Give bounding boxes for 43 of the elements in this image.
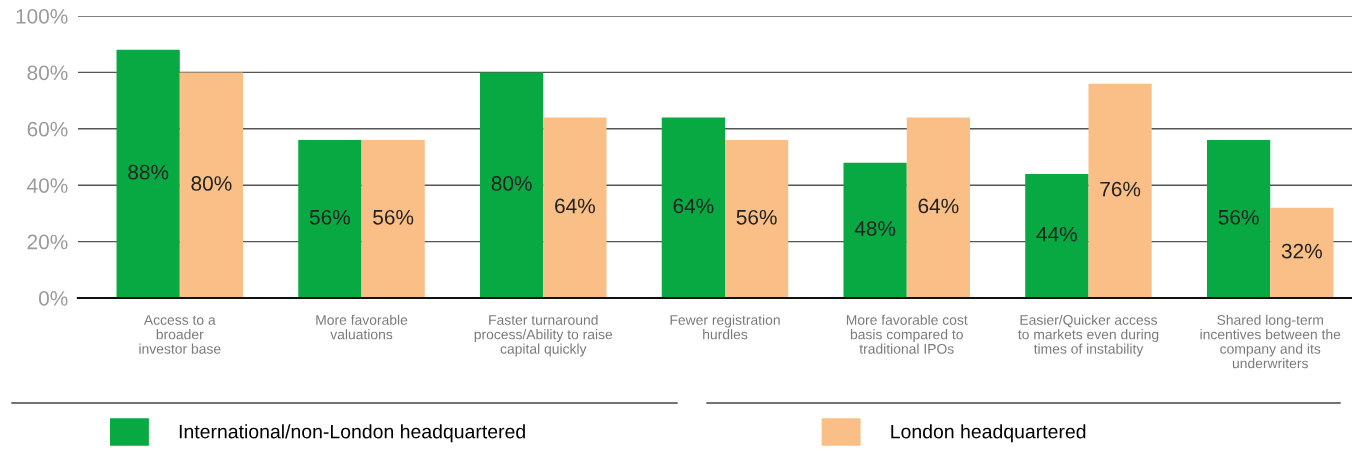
bar	[906, 117, 970, 298]
data-label: 80%	[191, 176, 232, 191]
bar	[361, 140, 425, 298]
x-tick-label: Fewer registration hurdles	[670, 314, 780, 340]
data-label: 64%	[918, 198, 959, 214]
bar	[1206, 140, 1271, 298]
data-label: 64%	[555, 198, 595, 214]
x-tick-label: More favorable cost basis compared to traditional IPOs	[846, 314, 968, 354]
bar	[843, 162, 907, 298]
bar	[1025, 173, 1089, 298]
y-tick-label: 20%	[27, 234, 68, 250]
y-tick-label: 60%	[27, 121, 68, 137]
legend-label: London headquartered	[891, 424, 1086, 443]
x-tick-label: Easier/Quicker access to markets even during times of instability	[1018, 314, 1159, 357]
x-tick-label: More favorable valuations	[316, 314, 408, 340]
data-label: 80%	[491, 176, 532, 191]
bar	[116, 49, 180, 298]
data-label: 48%	[854, 221, 896, 236]
y-tick-label: 80%	[27, 65, 68, 81]
bar	[480, 72, 544, 298]
data-label: 56%	[736, 209, 777, 225]
x-tick-label: Shared long-term incentives between the company and its underwriters	[1200, 314, 1341, 369]
bar	[1270, 207, 1334, 298]
data-label: 88%	[128, 164, 169, 180]
data-label: 64%	[673, 198, 714, 214]
x-tick-label: Faster turnaround process/Ability to raise capital quickly	[474, 314, 613, 357]
bar	[1088, 83, 1152, 298]
bar	[725, 140, 789, 298]
bar	[661, 117, 725, 298]
x-tick-label: Access to a broader investor base	[139, 315, 221, 354]
data-label: 56%	[1218, 209, 1259, 225]
bar	[298, 140, 362, 298]
bar	[543, 117, 607, 298]
data-label: 44%	[1036, 226, 1077, 242]
data-label: 56%	[309, 209, 350, 225]
y-tick-label: 100%	[16, 9, 68, 24]
data-label: 76%	[1100, 181, 1141, 197]
y-tick-label: 40%	[27, 178, 68, 193]
data-label: 32%	[1281, 243, 1322, 259]
bar	[179, 72, 244, 298]
legend-label: International/non-London headquartered	[179, 424, 525, 443]
y-tick-label: 0%	[38, 291, 68, 306]
data-label: 56%	[373, 209, 414, 225]
